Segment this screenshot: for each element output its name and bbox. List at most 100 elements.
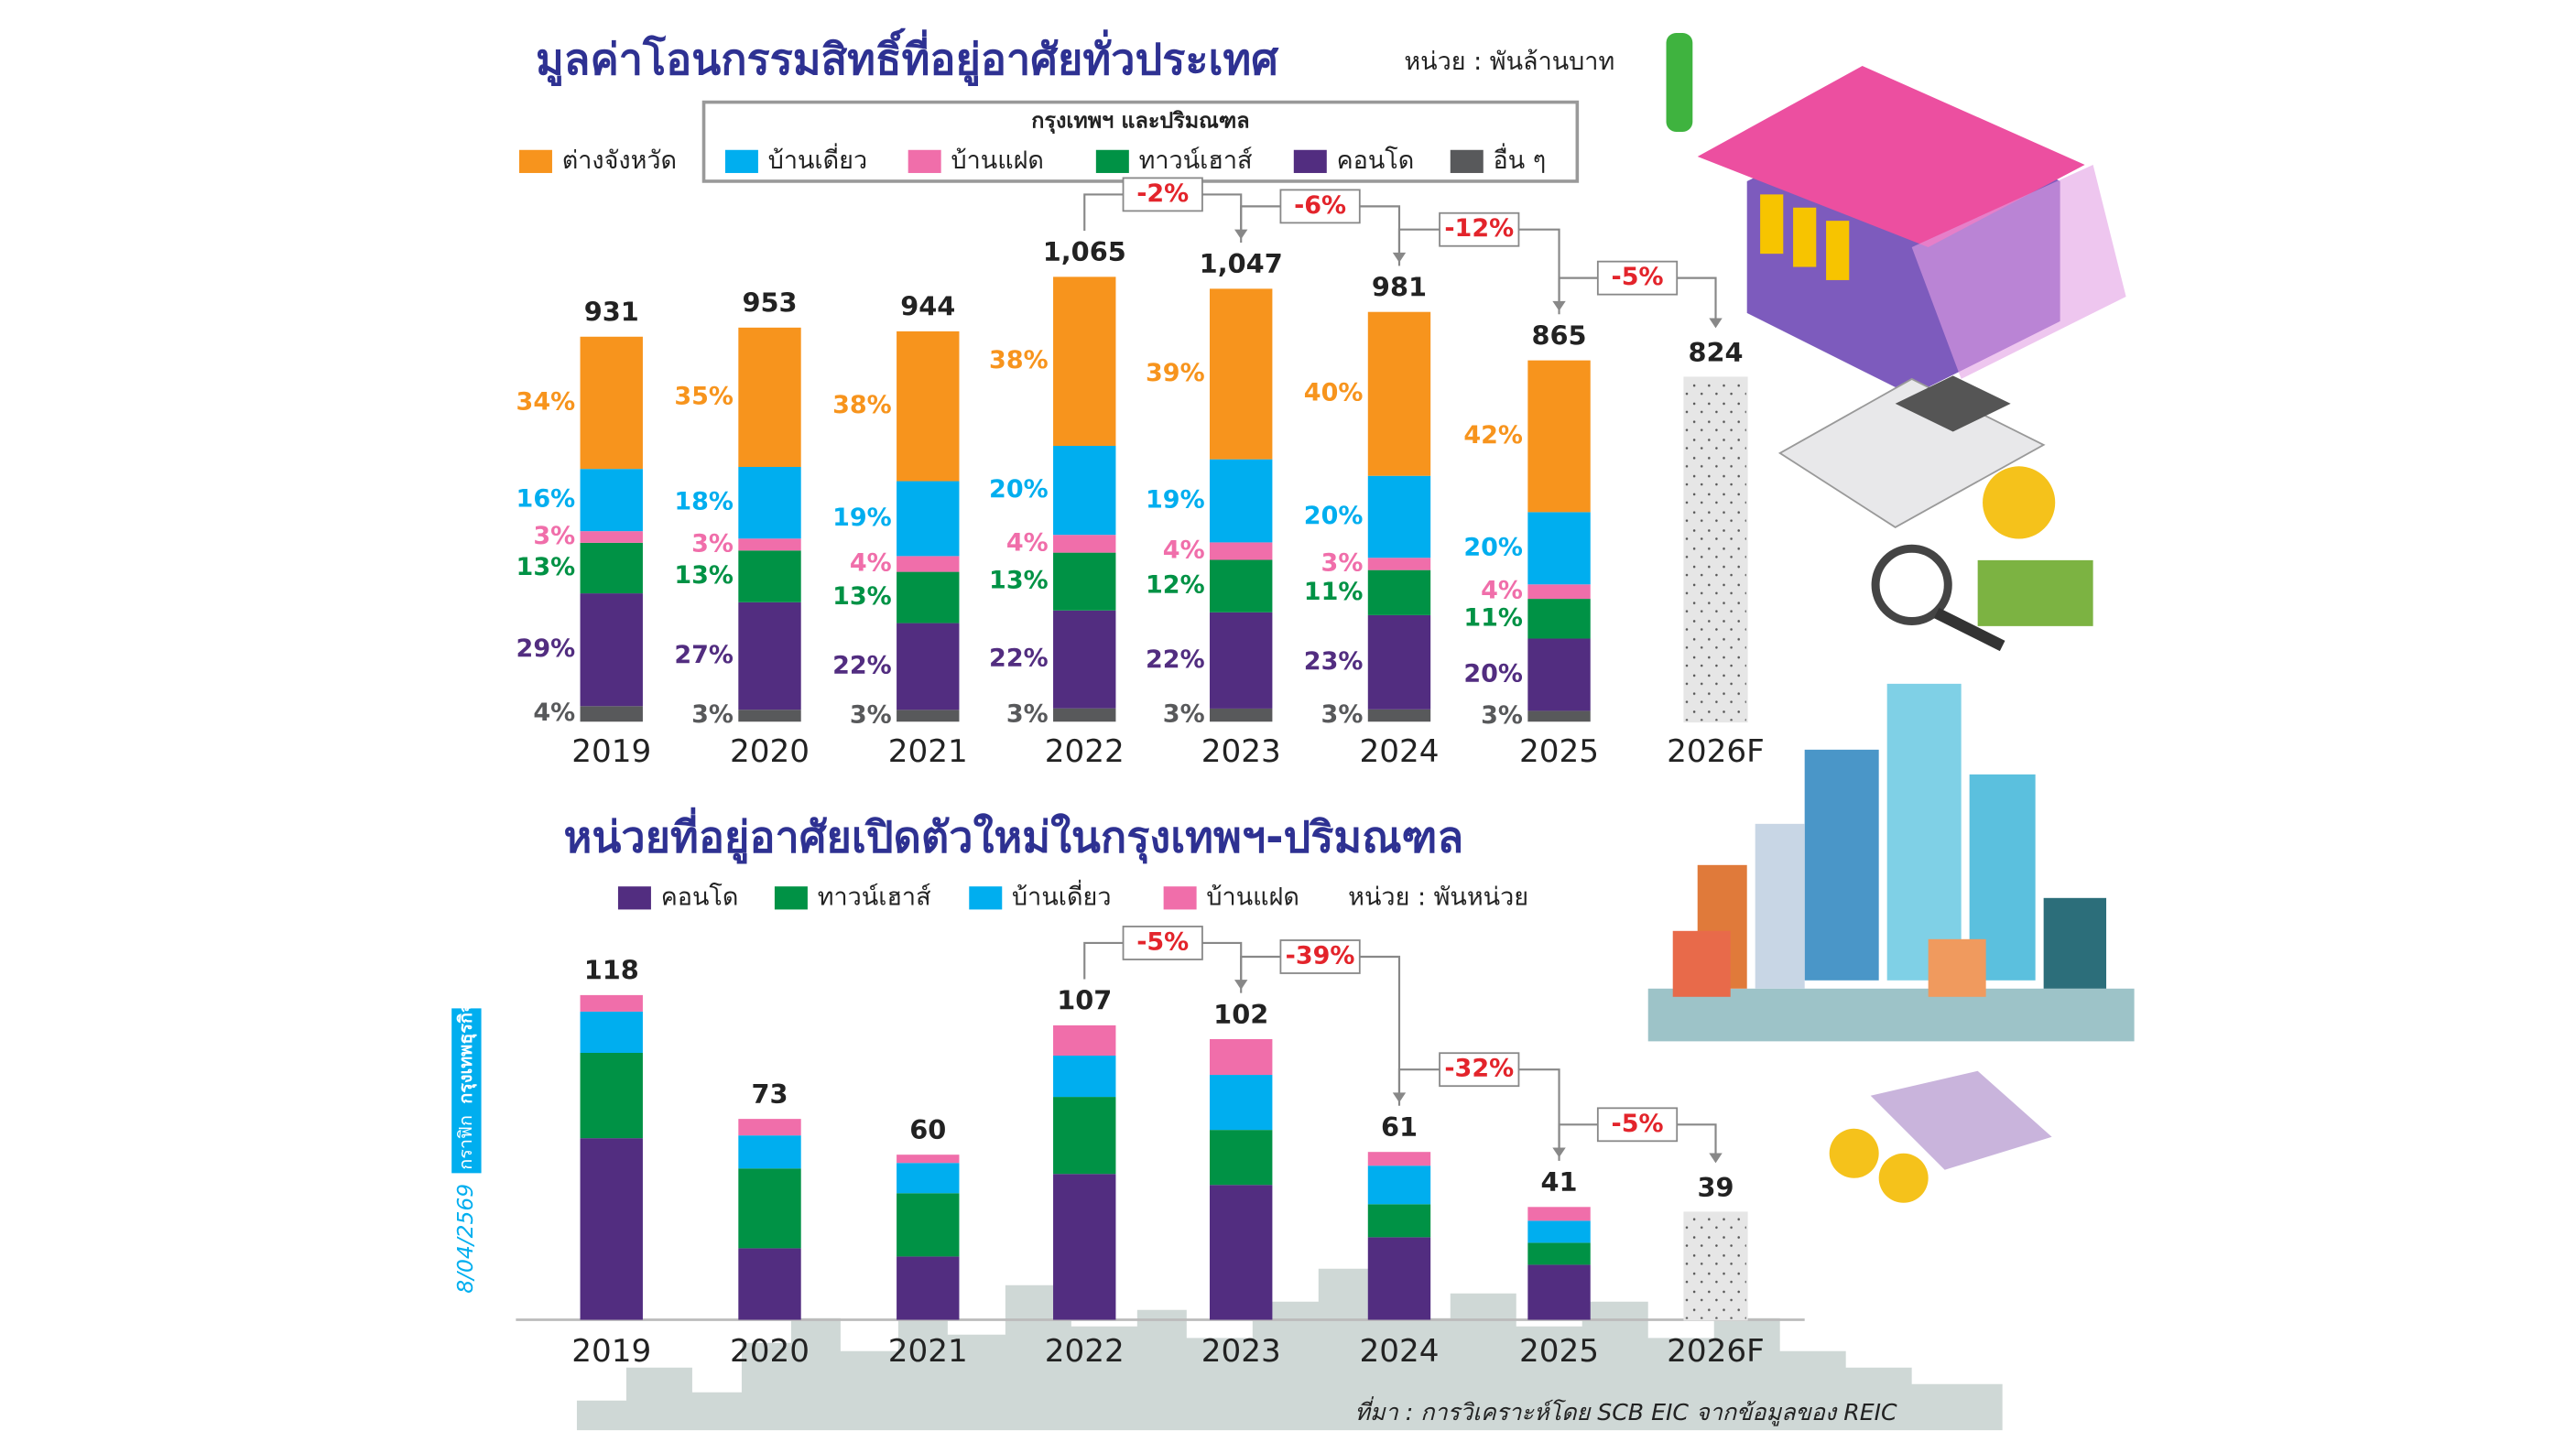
bar-segment <box>897 710 960 722</box>
change-label: -2% <box>1136 179 1189 208</box>
x-tick-label: 2024 <box>1359 1333 1439 1370</box>
bar-segment <box>1527 599 1591 639</box>
x-tick-label: 2021 <box>888 733 968 770</box>
bar-segment <box>580 994 643 1012</box>
change-box <box>1596 260 1679 296</box>
data-label: 3% <box>1481 701 1523 730</box>
data-label: 3% <box>691 700 734 729</box>
bar-segment <box>1527 360 1591 513</box>
change-box <box>1596 1107 1679 1143</box>
data-label: 20% <box>1463 533 1523 561</box>
change-box <box>1122 926 1203 960</box>
legend-swatch <box>617 886 651 910</box>
bar-segment <box>580 336 643 470</box>
data-label: 3% <box>1163 700 1205 729</box>
data-label: 40% <box>1304 379 1364 407</box>
bar-segment <box>1527 1220 1591 1243</box>
data-label: 13% <box>832 582 892 611</box>
credit-label: กราฟิก <box>455 1115 476 1170</box>
x-tick-label: 2019 <box>571 733 651 770</box>
bar-segment <box>1210 288 1273 460</box>
data-label: 22% <box>1146 645 1205 674</box>
bar-segment <box>1367 1165 1431 1205</box>
unit-label: หน่วย : พันหน่วย <box>1348 883 1528 911</box>
change-box <box>1439 211 1520 247</box>
data-label: 3% <box>850 700 892 729</box>
money-illustration <box>1829 1070 2052 1203</box>
data-label: 22% <box>989 645 1049 673</box>
bar-segment <box>1210 542 1273 560</box>
data-label: 3% <box>1321 700 1364 729</box>
data-label: 38% <box>832 391 892 419</box>
bar-segment <box>897 481 960 557</box>
bar-segment <box>1527 710 1591 722</box>
x-tick-label: 2025 <box>1519 1333 1599 1370</box>
bar-segment <box>1527 584 1591 600</box>
legend-label: บ้านแฝด <box>951 146 1043 175</box>
data-label: 13% <box>989 567 1049 595</box>
legend-label: ต่างจังหวัด <box>562 146 677 175</box>
data-label: 20% <box>1304 502 1364 530</box>
bar-segment <box>580 469 643 532</box>
x-tick-label: 2021 <box>888 1333 968 1370</box>
bar-segment <box>1367 1237 1431 1320</box>
data-label: 11% <box>1304 578 1364 606</box>
bar-segment <box>897 331 960 482</box>
bar-segment <box>1210 1130 1273 1186</box>
change-label: -39% <box>1286 941 1355 970</box>
bar-segment <box>1210 612 1273 709</box>
legend-label: บ้านเดี่ยว <box>768 143 867 175</box>
change-label: -5% <box>1136 927 1189 956</box>
data-label: 38% <box>989 346 1049 374</box>
bar-segment <box>897 556 960 572</box>
data-label: 3% <box>533 522 575 550</box>
bar-segment <box>738 538 801 551</box>
total-label: 944 <box>900 291 955 322</box>
data-label: 19% <box>832 504 892 532</box>
legend-swatch <box>1293 149 1327 173</box>
x-tick-label: 2020 <box>730 733 810 770</box>
total-label: 931 <box>584 297 639 328</box>
arrow-head <box>1709 318 1723 329</box>
data-label: 42% <box>1463 421 1523 450</box>
bar-segment <box>1053 535 1116 553</box>
bar-segment <box>1210 708 1273 722</box>
x-tick-label: 2026F <box>1667 733 1765 770</box>
change-label: -5% <box>1612 1110 1664 1138</box>
data-label: 18% <box>674 488 734 516</box>
legend-swatch <box>1163 886 1197 910</box>
bar-segment <box>897 1163 960 1194</box>
data-label: 19% <box>1146 486 1205 515</box>
source-note: ที่มา : การวิเคราะห์โดย SCB EIC จากข้อมู… <box>1354 1396 1897 1426</box>
data-label: 3% <box>1006 699 1049 728</box>
legend-group-title: กรุงเทพฯ และปริมณฑล <box>1031 108 1249 135</box>
legend-swatch <box>969 886 1003 910</box>
change-label: -12% <box>1444 214 1514 243</box>
bar-segment <box>1210 1038 1273 1076</box>
bar-segment <box>1527 638 1591 711</box>
bar-segment <box>1053 276 1116 447</box>
legend-label: บ้านแฝด <box>1206 883 1299 911</box>
legend-label: ทาวน์เฮาส์ <box>818 882 931 911</box>
legend-swatch <box>1095 149 1129 173</box>
x-tick-label: 2024 <box>1359 733 1439 770</box>
bar-segment <box>1053 1097 1116 1175</box>
bar-segment <box>738 550 801 602</box>
x-tick-label: 2025 <box>1519 733 1599 770</box>
house-illustration <box>1666 32 2126 396</box>
bar-segment <box>580 542 643 594</box>
data-label: 23% <box>1304 647 1364 676</box>
bar-segment <box>1210 459 1273 543</box>
total-label: 953 <box>742 287 797 319</box>
x-tick-label: 2019 <box>571 1333 651 1370</box>
change-label: -6% <box>1294 191 1346 220</box>
bar-segment <box>1367 1152 1431 1166</box>
total-label: 981 <box>1372 272 1427 303</box>
bar-segment <box>738 1248 801 1320</box>
publisher-name: กรุงเทพธุรกิจ <box>455 1002 477 1103</box>
forecast-bar <box>1683 1211 1748 1321</box>
chart-title: หน่วยที่อยู่อาศัยเปิดตัวใหม่ในกรุงเทพฯ-ป… <box>564 807 1464 863</box>
data-label: 27% <box>674 641 734 669</box>
bar-segment <box>1210 1075 1273 1131</box>
bar-segment <box>1527 1264 1591 1320</box>
